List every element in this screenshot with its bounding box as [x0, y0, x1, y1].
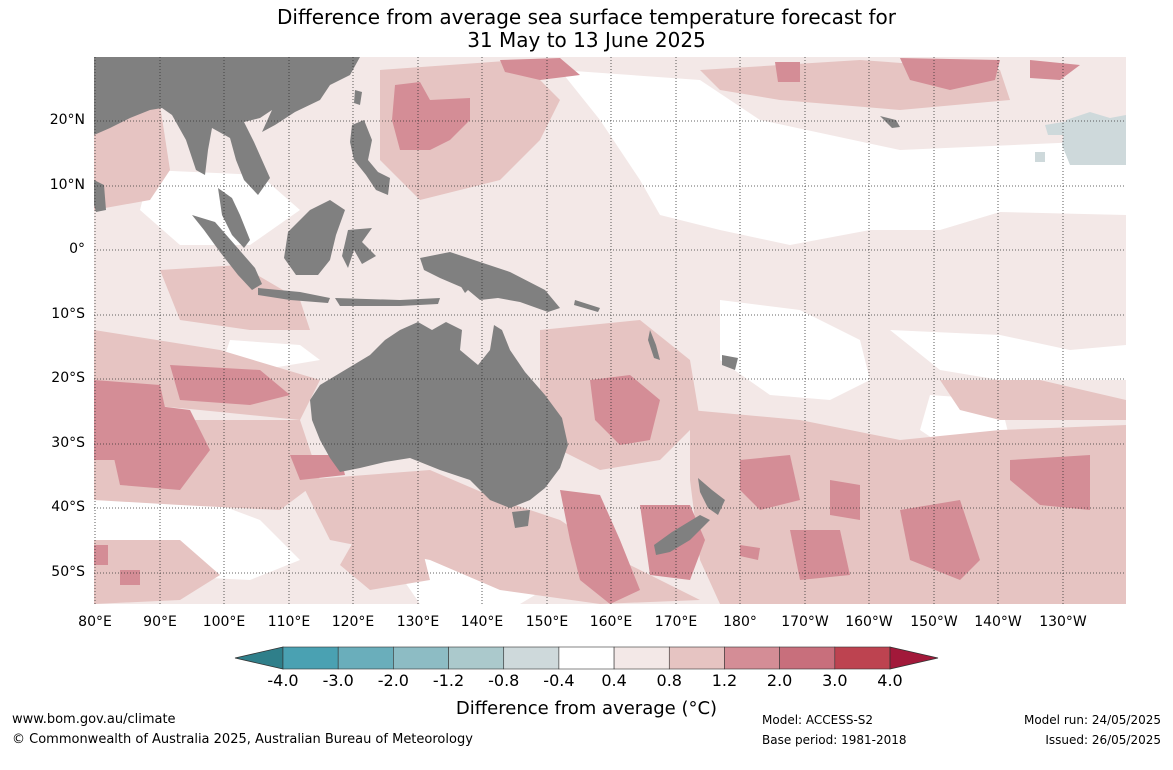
colorbar-tick-label: -1.2 [432, 671, 465, 690]
colorbar-box [724, 646, 780, 670]
colorbar-box [337, 646, 394, 670]
colorbar-tick-label: -3.0 [322, 671, 354, 690]
anomaly-1-2-to-2-0-regions [94, 58, 1090, 604]
colorbar-tick-label: 2.0 [766, 671, 793, 690]
copyright-text: © Commonwealth of Australia 2025, Austra… [12, 732, 473, 747]
colorbar-box [779, 646, 836, 670]
land-masses [94, 57, 900, 555]
lon-label: 170°E [654, 614, 698, 630]
lon-label: 170°W [781, 614, 829, 630]
lat-label-10s: 10°S [51, 306, 85, 322]
lon-label: 110°E [267, 614, 311, 630]
colorbar-box [834, 646, 891, 670]
colorbar-box [282, 646, 339, 670]
lat-label-40s: 40°S [51, 499, 85, 515]
anomaly-0-8-to-1-2-regions [94, 60, 1126, 604]
lon-label: 100°E [202, 614, 246, 630]
colorbar-tick-label: 4.0 [877, 671, 903, 690]
colorbar-tick-label: 1.2 [711, 671, 738, 690]
website-link[interactable]: www.bom.gov.au/climate [12, 712, 176, 727]
colorbar-label: Difference from average (°C) [455, 698, 718, 719]
colorbar-box [393, 646, 449, 670]
colorbar-box [613, 646, 670, 670]
lat-label-equator: 0° [69, 241, 85, 257]
map-title-line-2: 31 May to 13 June 2025 [467, 28, 706, 52]
colorbar-tick-label: -4.0 [267, 671, 299, 690]
lon-label: 90°E [143, 614, 177, 630]
lat-label-10n: 10°N [49, 177, 85, 193]
colorbar-box [448, 646, 505, 670]
lon-label: 150°E [525, 614, 569, 630]
lon-label: 180° [723, 614, 757, 630]
lon-label: 130°W [1039, 614, 1087, 630]
lon-label: 140°E [460, 614, 504, 630]
lon-label: 140°W [974, 614, 1022, 630]
colorbar-box [558, 646, 615, 670]
lon-label: 130°E [396, 614, 440, 630]
colorbar-tick-label: 0.4 [601, 671, 627, 690]
graticule [94, 57, 1126, 604]
colorbar-box [503, 646, 560, 670]
lat-label-20s: 20°S [51, 370, 85, 386]
colorbar-tick-label: -0.8 [488, 671, 520, 690]
colorbar-tick-label: 0.8 [656, 671, 682, 690]
map-title-line-1: Difference from average sea surface temp… [276, 5, 896, 29]
colorbar-extend-low [234, 646, 284, 670]
colorbar-boxes [234, 646, 939, 670]
base-period: Base period: 1981-2018 [762, 733, 907, 747]
colorbar-tick-label: -0.4 [543, 671, 575, 690]
colorbar-tick-label: 3.0 [822, 671, 848, 690]
cool-anomaly-region [1035, 112, 1126, 165]
colorbar-extend-high [889, 646, 939, 670]
lat-label-30s: 30°S [51, 435, 85, 451]
model-run-date: Model run: 24/05/2025 [1023, 713, 1161, 727]
model-name: Model: ACCESS-S2 [762, 713, 874, 727]
lon-label: 120°E [331, 614, 375, 630]
issued-date: Issued: 26/05/2025 [1045, 733, 1161, 747]
colorbar-box [668, 646, 725, 670]
lon-label: 150°W [910, 614, 958, 630]
lon-label: 80°E [78, 614, 112, 630]
lat-label-20n: 20°N [49, 112, 85, 128]
lat-label-50s: 50°S [51, 564, 85, 580]
lon-label: 160°E [589, 614, 633, 630]
lon-label: 160°W [845, 614, 893, 630]
colorbar-tick-label: -2.0 [377, 671, 409, 690]
